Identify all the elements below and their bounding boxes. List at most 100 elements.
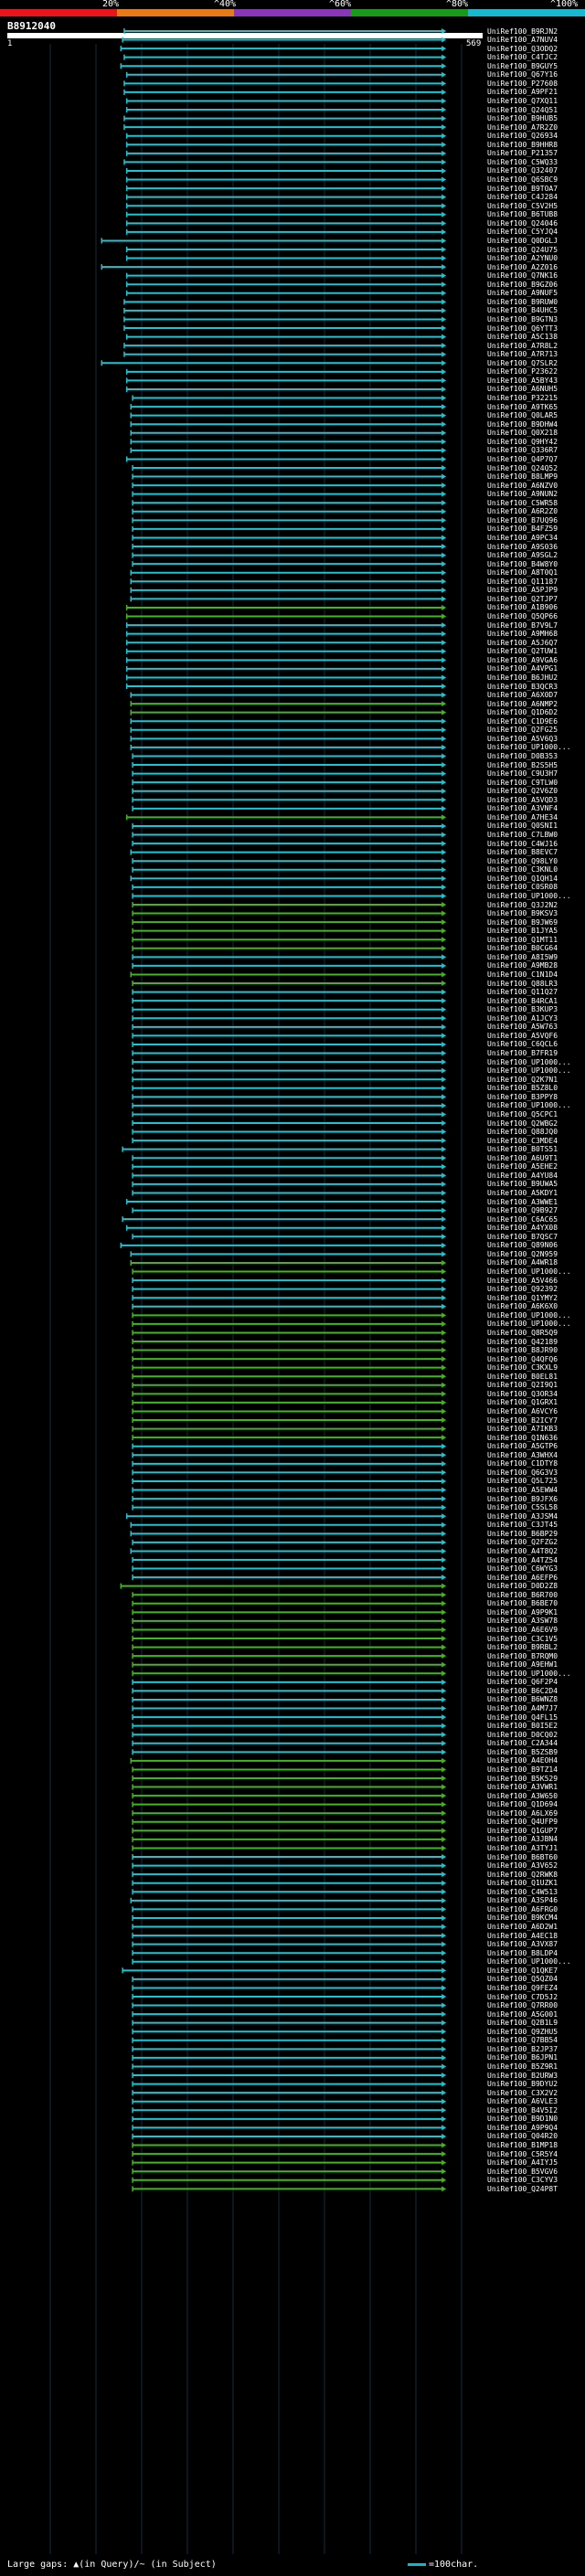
hit-label[interactable]: UniRef100_A9TK65 bbox=[487, 402, 558, 411]
hit-label[interactable]: UniRef100_B6BE70 bbox=[487, 1599, 558, 1608]
hit-label[interactable]: UniRef100_Q11187 bbox=[487, 577, 558, 586]
hit-label[interactable]: UniRef100_A5EWW4 bbox=[487, 1486, 558, 1495]
hit-label[interactable]: UniRef100_B9GUY5 bbox=[487, 61, 558, 70]
hit-label[interactable]: UniRef100_Q9ZHU5 bbox=[487, 2027, 558, 2036]
hit-label[interactable]: UniRef100_A1B906 bbox=[487, 603, 558, 612]
hit-bar[interactable] bbox=[132, 1766, 447, 1773]
hit-label[interactable]: UniRef100_Q2WBG2 bbox=[487, 1118, 558, 1128]
hit-label[interactable]: UniRef100_Q2B1L9 bbox=[487, 2019, 558, 2028]
hit-label[interactable]: UniRef100_A4M7J7 bbox=[487, 1704, 558, 1713]
hit-label[interactable]: UniRef100_C5YJQ4 bbox=[487, 228, 558, 237]
hit-bar[interactable] bbox=[132, 1033, 447, 1039]
hit-label[interactable]: UniRef100_Q3J2N2 bbox=[487, 900, 558, 909]
hit-label[interactable]: UniRef100_P32215 bbox=[487, 394, 558, 403]
hit-bar[interactable] bbox=[125, 194, 447, 200]
hit-bar[interactable] bbox=[120, 46, 447, 52]
hit-bar[interactable] bbox=[132, 1181, 447, 1187]
hit-label[interactable]: UniRef100_UP1000... bbox=[487, 1066, 571, 1076]
hit-bar[interactable] bbox=[132, 1330, 447, 1336]
hit-label[interactable]: UniRef100_Q2N959 bbox=[487, 1249, 558, 1258]
hit-bar[interactable] bbox=[132, 954, 447, 960]
hit-bar[interactable] bbox=[132, 1059, 447, 1065]
hit-label[interactable]: UniRef100_A6LX69 bbox=[487, 1808, 558, 1818]
hit-bar[interactable] bbox=[132, 1565, 447, 1572]
hit-label[interactable]: UniRef100_Q4UFP9 bbox=[487, 1818, 558, 1827]
hit-label[interactable]: UniRef100_A3SP46 bbox=[487, 1896, 558, 1905]
hit-bar[interactable] bbox=[130, 744, 447, 750]
hit-bar[interactable] bbox=[132, 2090, 447, 2096]
hit-bar[interactable] bbox=[123, 316, 447, 323]
hit-bar[interactable] bbox=[132, 2037, 447, 2043]
hit-bar[interactable] bbox=[125, 657, 447, 663]
hit-label[interactable]: UniRef100_A7HE34 bbox=[487, 812, 558, 822]
hit-bar[interactable] bbox=[132, 2159, 447, 2166]
hit-label[interactable]: UniRef100_Q04R20 bbox=[487, 2132, 558, 2141]
hit-bar[interactable] bbox=[125, 186, 447, 192]
hit-bar[interactable] bbox=[132, 508, 447, 514]
hit-bar[interactable] bbox=[132, 788, 447, 794]
hit-bar[interactable] bbox=[130, 1259, 447, 1266]
hit-bar[interactable] bbox=[132, 1818, 447, 1825]
hit-bar[interactable] bbox=[132, 2151, 447, 2157]
hit-bar[interactable] bbox=[132, 1539, 447, 1545]
hit-bar[interactable] bbox=[132, 1810, 447, 1817]
hit-label[interactable]: UniRef100_B3KUP3 bbox=[487, 1005, 558, 1014]
hit-bar[interactable] bbox=[132, 1023, 447, 1030]
hit-bar[interactable] bbox=[132, 1793, 447, 1799]
hit-label[interactable]: UniRef100_B5ZSB9 bbox=[487, 1747, 558, 1756]
hit-bar[interactable] bbox=[132, 2107, 447, 2114]
hit-label[interactable]: UniRef100_A9VGA6 bbox=[487, 655, 558, 664]
hit-bar[interactable] bbox=[132, 1303, 447, 1309]
hit-bar[interactable] bbox=[132, 1320, 447, 1327]
hit-label[interactable]: UniRef100_Q7SLR2 bbox=[487, 358, 558, 367]
hit-label[interactable]: UniRef100_B6JHU2 bbox=[487, 673, 558, 682]
hit-bar[interactable] bbox=[132, 945, 447, 951]
hit-bar[interactable] bbox=[132, 473, 447, 480]
hit-label[interactable]: UniRef100_Q89N06 bbox=[487, 1241, 558, 1250]
hit-label[interactable]: UniRef100_A2YNU0 bbox=[487, 254, 558, 263]
hit-bar[interactable] bbox=[130, 404, 447, 410]
hit-bar[interactable] bbox=[125, 604, 447, 610]
hit-bar[interactable] bbox=[132, 981, 447, 987]
hit-bar[interactable] bbox=[132, 2186, 447, 2192]
hit-label[interactable]: UniRef100_B9HUB5 bbox=[487, 114, 558, 123]
hit-label[interactable]: UniRef100_B3QCR3 bbox=[487, 682, 558, 691]
hit-bar[interactable] bbox=[132, 1661, 447, 1668]
hit-label[interactable]: UniRef100_A3VNF4 bbox=[487, 804, 558, 813]
hit-bar[interactable] bbox=[132, 2029, 447, 2035]
hit-bar[interactable] bbox=[125, 665, 447, 672]
hit-label[interactable]: UniRef100_A6NUH5 bbox=[487, 385, 558, 394]
hit-bar[interactable] bbox=[132, 1784, 447, 1790]
hit-bar[interactable] bbox=[130, 718, 447, 725]
hit-label[interactable]: UniRef100_A5G001 bbox=[487, 2009, 558, 2019]
hit-bar[interactable] bbox=[130, 587, 447, 593]
hit-bar[interactable] bbox=[130, 736, 447, 742]
hit-label[interactable]: UniRef100_A6VLE3 bbox=[487, 2097, 558, 2106]
hit-bar[interactable] bbox=[132, 1286, 447, 1292]
hit-label[interactable]: UniRef100_A9P9Q4 bbox=[487, 2123, 558, 2132]
hit-label[interactable]: UniRef100_C3C1V5 bbox=[487, 1634, 558, 1643]
hit-bar[interactable] bbox=[132, 2011, 447, 2018]
hit-label[interactable]: UniRef100_Q6YTT3 bbox=[487, 323, 558, 333]
hit-label[interactable]: UniRef100_C3KXL9 bbox=[487, 1363, 558, 1373]
hit-bar[interactable] bbox=[125, 107, 447, 113]
hit-bar[interactable] bbox=[130, 578, 447, 585]
hit-bar[interactable] bbox=[125, 631, 447, 637]
hit-label[interactable]: UniRef100_B9GTN3 bbox=[487, 314, 558, 323]
hit-label[interactable]: UniRef100_B6BP29 bbox=[487, 1529, 558, 1538]
hit-bar[interactable] bbox=[132, 1688, 447, 1694]
hit-label[interactable]: UniRef100_A6NMP2 bbox=[487, 699, 558, 708]
hit-label[interactable]: UniRef100_Q24Q51 bbox=[487, 105, 558, 114]
hit-bar[interactable] bbox=[132, 2063, 447, 2070]
hit-bar[interactable] bbox=[132, 902, 447, 907]
hit-label[interactable]: UniRef100_B7RQM0 bbox=[487, 1651, 558, 1660]
hit-bar[interactable] bbox=[132, 1234, 447, 1240]
hit-label[interactable]: UniRef100_Q4FL15 bbox=[487, 1712, 558, 1722]
hit-bar[interactable] bbox=[132, 1776, 447, 1781]
hit-bar[interactable] bbox=[132, 1941, 447, 1947]
hit-bar[interactable] bbox=[132, 1845, 447, 1851]
hit-bar[interactable] bbox=[130, 596, 447, 602]
hit-label[interactable]: UniRef100_A3WHX4 bbox=[487, 1450, 558, 1459]
hit-bar[interactable] bbox=[130, 726, 447, 733]
hit-bar[interactable] bbox=[132, 1295, 447, 1301]
